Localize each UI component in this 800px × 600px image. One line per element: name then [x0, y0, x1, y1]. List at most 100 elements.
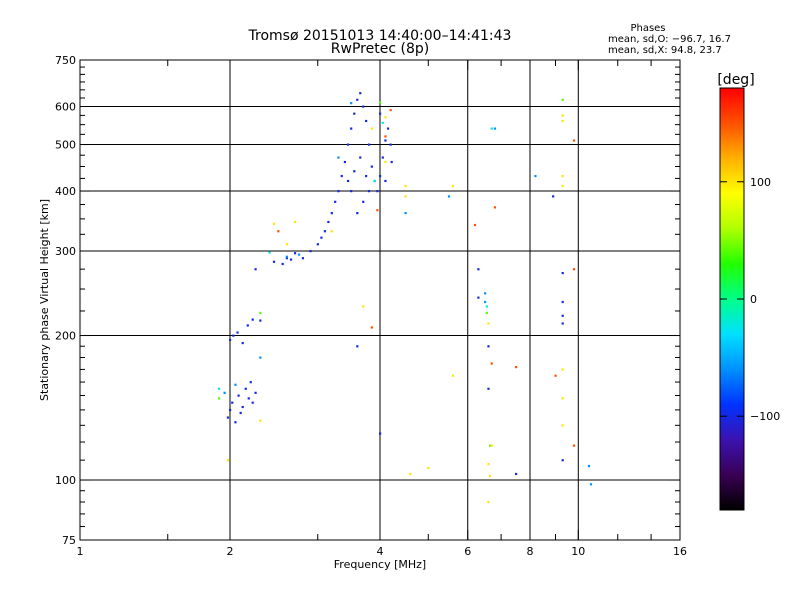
data-point	[223, 391, 226, 394]
data-point	[484, 300, 487, 304]
data-point	[229, 338, 232, 341]
data-point	[561, 424, 564, 427]
data-point	[236, 331, 239, 334]
phases-heading: Phases	[630, 23, 665, 34]
data-point	[259, 311, 262, 315]
data-point	[384, 116, 387, 119]
data-point	[337, 190, 340, 193]
data-point	[327, 220, 330, 224]
phases-x-line: mean, sd,X: 94.8, 23.7	[608, 45, 722, 56]
data-point	[231, 401, 234, 404]
x-tick-label: 6	[464, 545, 471, 558]
data-point	[376, 209, 379, 212]
y-tick-label: 75	[62, 534, 76, 547]
data-point	[356, 212, 359, 215]
data-point	[485, 305, 488, 308]
y-tick-label: 200	[55, 330, 76, 343]
data-point	[589, 483, 593, 486]
data-point	[229, 408, 232, 412]
phases-o-line: mean, sd,O: −96.7, 16.7	[608, 34, 731, 45]
data-point	[246, 324, 249, 327]
data-point	[226, 416, 230, 419]
data-point	[356, 98, 359, 101]
data-point	[365, 174, 368, 178]
data-point	[487, 462, 490, 466]
data-point	[293, 220, 297, 224]
data-point	[251, 401, 254, 404]
data-point	[554, 374, 557, 377]
data-point	[451, 184, 455, 188]
data-point	[340, 174, 343, 178]
data-point	[350, 190, 353, 193]
data-point	[281, 262, 284, 266]
data-point	[534, 174, 537, 178]
data-point	[451, 374, 455, 377]
data-point	[237, 394, 240, 397]
data-point	[447, 195, 451, 198]
data-point	[234, 383, 237, 386]
data-point	[268, 251, 271, 254]
data-point	[359, 156, 362, 159]
data-point	[346, 179, 350, 183]
data-point	[254, 268, 257, 271]
colorbar-tick-label: −100	[750, 410, 780, 423]
data-point	[285, 257, 288, 260]
x-axis: 1 2 4 6 8 10 16	[77, 60, 687, 558]
data-point	[289, 258, 293, 261]
data-point	[379, 174, 382, 178]
data-point	[404, 195, 407, 198]
data-point	[409, 472, 412, 476]
data-point	[285, 243, 288, 246]
data-point	[379, 432, 382, 435]
data-point	[272, 222, 276, 225]
data-point	[370, 165, 373, 168]
colorbar-tick-label: 0	[750, 293, 757, 306]
data-points	[217, 92, 593, 504]
data-point	[572, 139, 576, 142]
data-point	[561, 314, 564, 317]
data-point	[217, 397, 221, 400]
data-point	[384, 139, 387, 142]
data-point	[309, 250, 312, 253]
data-point	[389, 109, 392, 112]
data-point	[350, 102, 353, 105]
data-point	[561, 114, 564, 117]
data-point	[226, 459, 230, 462]
data-point	[297, 253, 301, 256]
data-point	[241, 405, 244, 409]
data-point	[239, 411, 242, 415]
data-point	[241, 341, 244, 345]
data-point	[561, 322, 564, 325]
data-point	[561, 98, 564, 101]
data-point	[285, 255, 288, 258]
data-point	[367, 190, 371, 193]
data-point	[293, 252, 297, 255]
data-point	[370, 326, 373, 329]
data-point	[473, 223, 477, 227]
data-point	[390, 160, 393, 164]
data-point	[515, 472, 518, 476]
data-point	[490, 362, 493, 365]
data-point	[561, 271, 564, 275]
y-axis: 75 100 200 300 400 500 600 750	[55, 54, 680, 547]
y-tick-label: 600	[55, 101, 76, 114]
y-tick-label: 500	[55, 139, 76, 152]
data-point	[376, 190, 379, 193]
data-point	[259, 319, 262, 322]
data-point	[561, 174, 564, 178]
data-point	[561, 119, 564, 123]
data-point	[259, 356, 262, 359]
data-point	[330, 212, 333, 215]
y-tick-label: 300	[55, 245, 76, 258]
data-point	[334, 200, 337, 203]
data-point	[572, 268, 576, 271]
data-point	[384, 160, 387, 164]
data-point	[365, 119, 368, 123]
data-point	[356, 345, 359, 348]
data-point	[490, 127, 493, 130]
y-tick-label: 750	[55, 54, 76, 67]
x-tick-label: 2	[227, 545, 234, 558]
data-point	[301, 257, 305, 260]
x-tick-label: 8	[527, 545, 534, 558]
data-point	[232, 334, 235, 337]
